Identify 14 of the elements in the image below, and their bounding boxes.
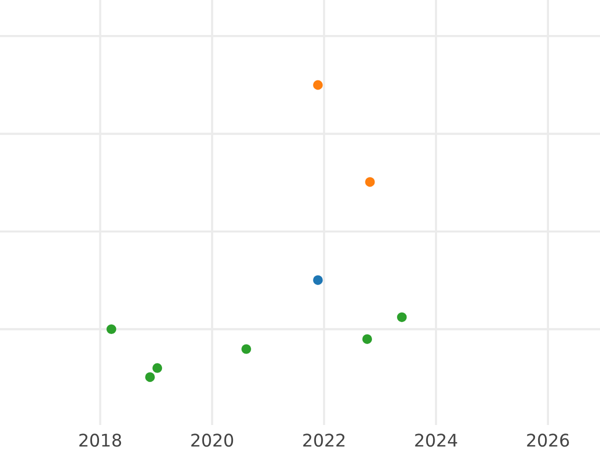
x-tick-label: 2022 <box>303 434 344 447</box>
point <box>152 363 162 373</box>
point <box>145 372 155 382</box>
x-tick-label: 2020 <box>191 434 234 447</box>
point <box>365 177 375 187</box>
point <box>313 80 323 90</box>
point <box>362 334 372 344</box>
point <box>313 275 323 285</box>
point <box>241 344 252 354</box>
x-tick-label: 2018 <box>79 434 122 447</box>
point <box>397 312 407 322</box>
point <box>106 324 116 334</box>
x-tick-label: 2024 <box>415 434 458 447</box>
x-tick-label: 2026 <box>527 434 569 447</box>
